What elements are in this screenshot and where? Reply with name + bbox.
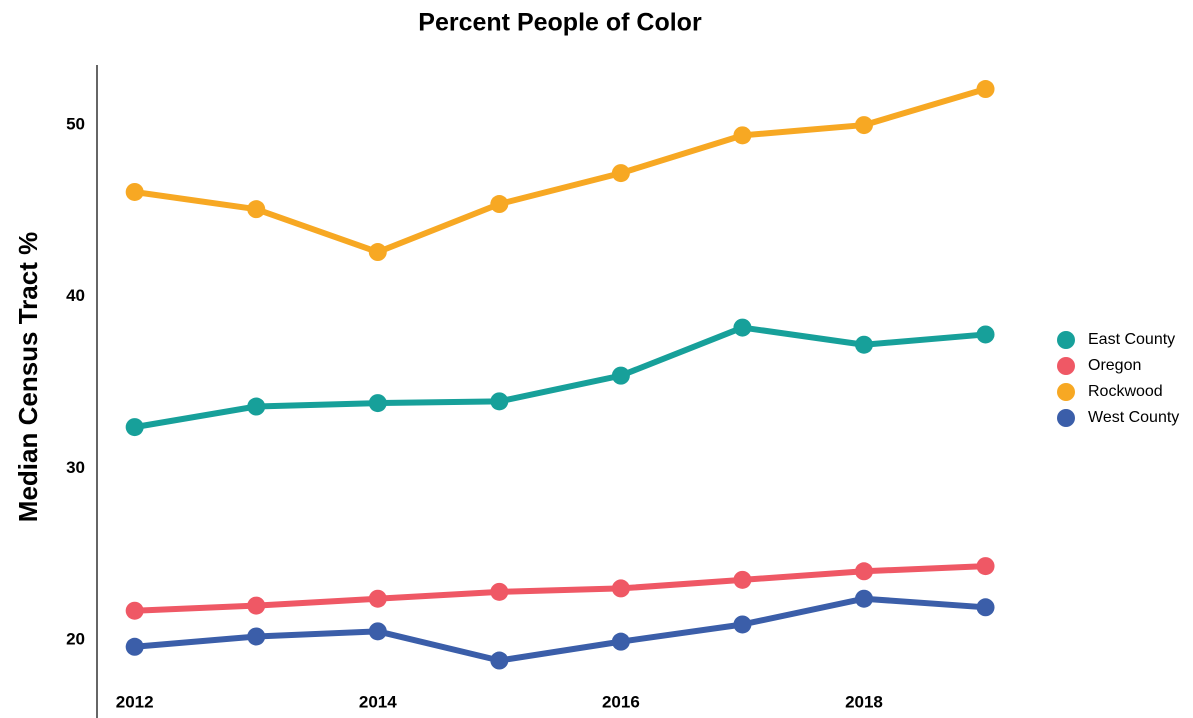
data-point	[368, 243, 387, 262]
data-point	[125, 637, 144, 656]
legend-label: West County	[1088, 409, 1179, 426]
data-point	[611, 632, 630, 651]
data-point	[733, 318, 752, 337]
legend-swatch	[1057, 383, 1075, 401]
series-line	[134, 563, 986, 614]
x-tick-label: 2012	[116, 692, 154, 711]
legend-label: Rockwood	[1088, 383, 1163, 400]
y-tick-label: 20	[66, 629, 85, 648]
y-tick-label: 50	[66, 115, 85, 134]
data-point	[611, 164, 630, 183]
data-point	[854, 562, 873, 581]
x-tick-label: 2018	[845, 692, 883, 711]
data-point	[854, 589, 873, 608]
data-point	[247, 397, 266, 416]
data-point	[247, 627, 266, 646]
data-point	[247, 596, 266, 615]
data-point	[368, 622, 387, 641]
series-line	[134, 86, 987, 256]
data-point	[854, 335, 873, 354]
series-line	[134, 324, 986, 431]
data-point	[247, 200, 266, 219]
x-tick-label: 2016	[602, 692, 640, 711]
legend-swatch	[1057, 409, 1075, 427]
data-point	[490, 195, 509, 214]
data-point	[733, 570, 752, 589]
data-point	[125, 418, 144, 437]
x-tick-label: 2014	[359, 692, 397, 711]
chart-title: Percent People of Color	[418, 9, 702, 37]
y-tick-label: 40	[66, 286, 85, 305]
data-point	[368, 394, 387, 413]
legend-label: East County	[1088, 331, 1175, 348]
data-point	[854, 116, 873, 135]
data-point	[368, 589, 387, 608]
data-point	[611, 579, 630, 598]
data-point	[125, 601, 144, 620]
data-point	[976, 325, 995, 344]
y-tick-label: 30	[66, 458, 85, 477]
data-point	[976, 598, 995, 617]
legend-swatch	[1057, 331, 1075, 349]
data-point	[733, 126, 752, 145]
data-point	[976, 557, 995, 576]
series-line	[134, 595, 986, 664]
data-point	[490, 651, 509, 670]
data-point	[490, 582, 509, 601]
data-point	[976, 80, 995, 99]
data-point	[125, 182, 144, 201]
data-point	[490, 392, 509, 411]
y-axis-label: Median Census Tract %	[13, 232, 43, 522]
legend-label: Oregon	[1088, 357, 1141, 374]
data-point	[611, 366, 630, 385]
legend-swatch	[1057, 357, 1075, 375]
data-point	[733, 615, 752, 634]
